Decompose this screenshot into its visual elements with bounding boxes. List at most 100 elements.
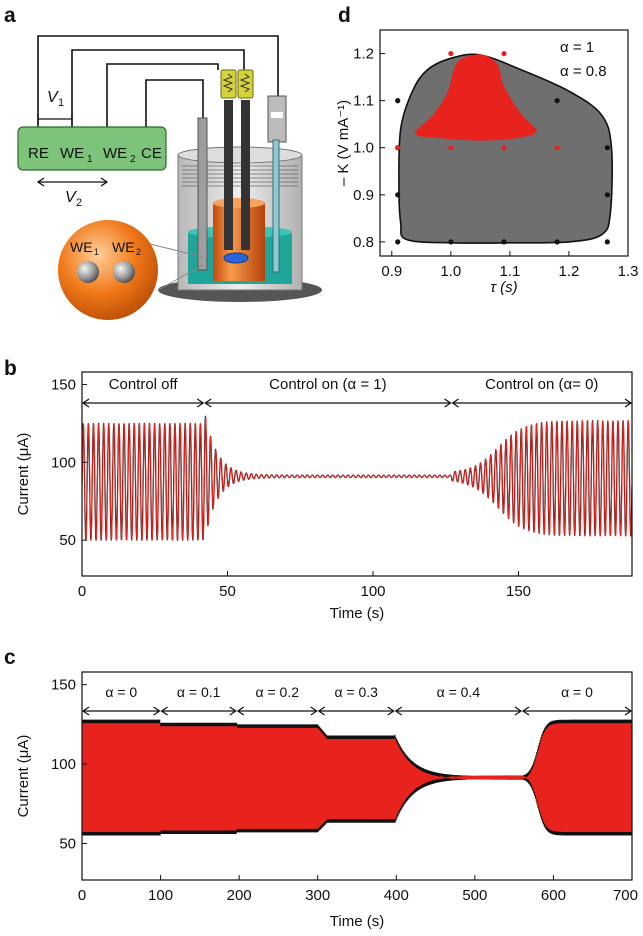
ref-electrode-cap — [267, 95, 287, 143]
segment-arrow-head — [196, 398, 205, 408]
segment-arrow-head — [229, 706, 237, 716]
data-point-alpha-0-8 — [395, 145, 401, 151]
x-tick-label: 100 — [360, 583, 385, 600]
segment-arrow-head — [394, 706, 403, 716]
ref-electrode-label — [271, 112, 283, 118]
data-point-alpha-1 — [448, 239, 454, 245]
v2-arrow — [36, 177, 109, 187]
inset-label-we1-sub: 1 — [94, 247, 99, 257]
data-point-alpha-1 — [604, 192, 610, 198]
data-point-alpha-0-8 — [501, 98, 507, 104]
y-tick-label: 0.8 — [353, 234, 374, 251]
data-point-alpha-1 — [604, 145, 610, 151]
reference-electrode — [197, 117, 208, 271]
segment-label: α = 0.2 — [255, 684, 299, 700]
segment-arrow-head — [310, 706, 318, 716]
data-point-alpha-0-8 — [501, 145, 507, 151]
segment-label: α = 0.3 — [334, 684, 378, 700]
x-tick-label: 200 — [227, 887, 252, 904]
segment-arrow-head — [81, 398, 90, 408]
panel-b-chart: b 0 50 100 150 50 100 150 Time (s) Current (μA) C… — [4, 357, 633, 622]
segment-arrow-head — [521, 706, 530, 716]
plot-frame — [81, 671, 633, 881]
inset-label-we1: WE — [70, 239, 93, 255]
series-line-red — [81, 723, 633, 833]
segment-label: α = 0.1 — [177, 684, 221, 700]
y-tick-label: 50 — [59, 532, 76, 549]
x-tick-label: 0 — [78, 583, 86, 600]
plot-frame — [81, 371, 633, 577]
zoom-line-1 — [149, 243, 204, 258]
y-tick-label: 1.0 — [353, 140, 374, 157]
working-electrode-1 — [224, 100, 233, 250]
x-tick-label: 1.1 — [499, 263, 520, 280]
y-tick-label: 1.2 — [353, 46, 374, 63]
box-label-we2-sub: 2 — [130, 154, 136, 165]
y-axis-label: Current (μA) — [15, 735, 32, 818]
resistor-2-zigzag — [239, 73, 251, 93]
data-point-alpha-1 — [395, 98, 401, 104]
segment-arrow-head — [81, 706, 90, 716]
segment-label: Control on (α = 1) — [269, 376, 386, 393]
data-point-alpha-0-8 — [554, 145, 560, 151]
working-electrode-2 — [241, 100, 250, 250]
data-point-alpha-0-8 — [501, 50, 507, 57]
x-tick-label: 0.9 — [381, 263, 402, 280]
electrode-inset-sphere — [58, 220, 158, 320]
zoom-line-2 — [157, 264, 204, 291]
x-tick-label: 600 — [541, 887, 566, 904]
y-tick-label: 100 — [51, 756, 76, 773]
potentiostat-box — [17, 126, 167, 171]
y-tick-label: 150 — [51, 376, 76, 393]
x-tick-label: 700 — [613, 887, 638, 904]
segment-arrow-head — [387, 706, 395, 716]
segment-label: Control on (α= 0) — [485, 376, 598, 393]
segment-arrow-head — [236, 706, 245, 716]
beaker-rim — [177, 146, 303, 164]
segment-label: α = 0 — [105, 684, 137, 700]
x-tick-label: 100 — [148, 887, 173, 904]
x-axis-label: τ (s) — [490, 279, 517, 296]
stir-bar — [223, 252, 249, 264]
segment-label: α = 0 — [561, 684, 593, 700]
box-label-we1: WE — [60, 145, 84, 162]
panel-a-schematic: a RE WE 1 WE 2 CE V 1 — [4, 4, 322, 320]
box-label-re: RE — [28, 145, 49, 162]
y-tick-label: 150 — [51, 677, 76, 694]
y-axis-label: – K (V mA⁻¹) — [335, 100, 352, 186]
box-label-we2: WE — [103, 145, 127, 162]
inset-label-we2: WE — [112, 239, 135, 255]
segment-arrow-head — [160, 706, 168, 716]
series-line-black — [81, 719, 633, 836]
box-label-ce: CE — [141, 145, 162, 162]
ref-electrode-tube — [272, 139, 280, 273]
v1-label: V — [47, 89, 59, 106]
data-point-alpha-1 — [395, 192, 401, 198]
box-label-we1-sub: 1 — [87, 154, 93, 165]
segment-arrow-head — [444, 398, 452, 408]
y-tick-label: 1.1 — [353, 93, 374, 110]
legend-label: α = 0.8 — [560, 63, 607, 80]
data-point-alpha-1 — [554, 98, 560, 104]
x-axis-label: Time (s) — [330, 605, 384, 622]
x-tick-label: 500 — [462, 887, 487, 904]
v2-label-sub: 2 — [76, 197, 82, 209]
legend-label: α = 1 — [560, 39, 594, 56]
v1-label-sub: 1 — [58, 97, 64, 109]
y-tick-label: 0.9 — [353, 187, 374, 204]
x-tick-label: 300 — [305, 887, 330, 904]
panel-label-c: c — [4, 646, 16, 669]
x-tick-label: 150 — [506, 583, 531, 600]
inset-label-we2-sub: 2 — [136, 247, 141, 257]
panel-d-chart: d 0.9 1.0 1.1 1.2 1.3 0.8 0.9 1.0 1.1 1.2 τ (s) – K… — [335, 4, 638, 296]
x-tick-label: 1.0 — [440, 263, 461, 280]
segment-arrow-head — [317, 706, 326, 716]
v1-arrow — [37, 114, 73, 124]
data-point-alpha-1 — [395, 239, 401, 245]
series-line-red — [81, 416, 633, 541]
we2-inset-ball — [113, 261, 135, 283]
connection-wires — [37, 35, 279, 140]
y-tick-label: 100 — [51, 454, 76, 471]
y-tick-label: 50 — [59, 835, 76, 852]
